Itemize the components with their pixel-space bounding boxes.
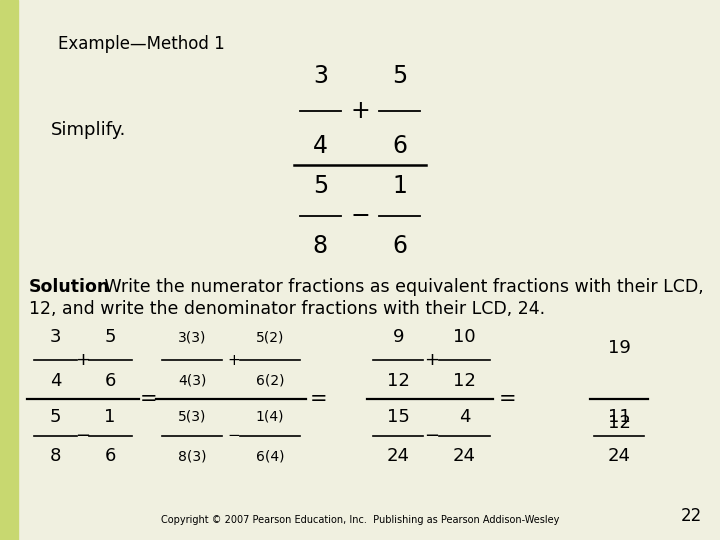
Text: =: = <box>499 388 516 409</box>
Text: 9: 9 <box>392 328 404 347</box>
Text: 1: 1 <box>104 408 116 426</box>
Text: 8(3): 8(3) <box>178 449 207 463</box>
Text: 5: 5 <box>50 408 61 426</box>
Text: 4: 4 <box>459 408 470 426</box>
Text: 12: 12 <box>387 372 410 390</box>
Text: 6(2): 6(2) <box>256 374 284 388</box>
Text: 6: 6 <box>392 134 407 158</box>
Text: +: + <box>424 351 438 369</box>
Text: 24: 24 <box>608 447 631 465</box>
Text: Write the numerator fractions as equivalent fractions with their LCD,: Write the numerator fractions as equival… <box>99 278 704 296</box>
Text: 1: 1 <box>392 174 407 198</box>
Text: 6: 6 <box>104 372 116 390</box>
Text: 5(2): 5(2) <box>256 330 284 345</box>
Text: Copyright © 2007 Pearson Education, Inc.  Publishing as Pearson Addison-Wesley: Copyright © 2007 Pearson Education, Inc.… <box>161 515 559 525</box>
Text: 5(3): 5(3) <box>178 410 207 424</box>
Text: 5: 5 <box>104 328 116 347</box>
Text: +: + <box>228 353 240 368</box>
Text: 12, and write the denominator fractions with their LCD, 24.: 12, and write the denominator fractions … <box>29 300 545 318</box>
Text: +: + <box>76 351 90 369</box>
Text: 3: 3 <box>313 64 328 87</box>
Text: 22: 22 <box>680 507 702 525</box>
Text: 8: 8 <box>312 234 328 258</box>
Text: −: − <box>228 428 240 443</box>
Text: Solution: Solution <box>29 278 110 296</box>
Text: 6: 6 <box>392 234 407 258</box>
FancyBboxPatch shape <box>0 0 18 540</box>
Text: 15: 15 <box>387 408 410 426</box>
Text: =: = <box>140 388 158 409</box>
Text: Example—Method 1: Example—Method 1 <box>58 35 225 53</box>
Text: 12: 12 <box>608 414 631 432</box>
Text: 6(4): 6(4) <box>256 449 284 463</box>
Text: 3(3): 3(3) <box>178 330 207 345</box>
Text: 3: 3 <box>50 328 61 347</box>
Text: 11: 11 <box>608 408 631 426</box>
Text: 4: 4 <box>50 372 61 390</box>
Text: 5: 5 <box>312 174 328 198</box>
Text: 24: 24 <box>453 447 476 465</box>
Text: Simplify.: Simplify. <box>50 120 126 139</box>
Text: 6: 6 <box>104 447 116 465</box>
Text: 24: 24 <box>387 447 410 465</box>
Text: =: = <box>310 388 328 409</box>
Text: 8: 8 <box>50 447 61 465</box>
Text: 5: 5 <box>392 64 408 87</box>
Text: 19: 19 <box>608 339 631 357</box>
Text: −: − <box>350 204 370 228</box>
Text: 4(3): 4(3) <box>178 374 207 388</box>
Text: 10: 10 <box>453 328 476 347</box>
Text: 12: 12 <box>453 372 476 390</box>
Text: 1(4): 1(4) <box>256 410 284 424</box>
Text: 4: 4 <box>313 134 328 158</box>
Text: +: + <box>350 99 370 123</box>
Text: −: − <box>423 427 439 445</box>
Text: −: − <box>75 427 91 445</box>
